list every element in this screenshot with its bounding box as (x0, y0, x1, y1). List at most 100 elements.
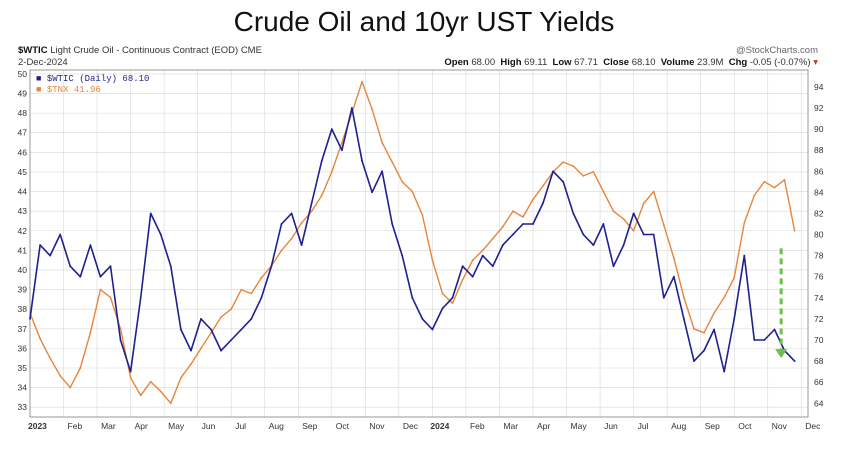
x-tick-label: Jun (202, 421, 216, 431)
legend-tnx-label: $TNX 41.96 (46, 85, 101, 95)
x-tick-label: 2023 (28, 421, 47, 431)
symbol-description: Light Crude Oil - Continuous Contract (E… (50, 45, 239, 56)
left-tick-label: 46 (18, 147, 28, 157)
tnx-point (149, 380, 152, 383)
wtic-point (652, 233, 655, 236)
x-tick-label: Apr (537, 421, 550, 431)
right-tick-label: 70 (814, 335, 824, 345)
left-tick-label: 40 (18, 265, 28, 275)
tnx-point (703, 331, 705, 334)
wtic-point (139, 296, 142, 299)
tnx-point (139, 394, 142, 397)
x-axis: 2023 Feb Mar Apr May Jun Jul Aug Sep Oct Nov Dec 202… (28, 421, 821, 431)
wtic-point (129, 370, 132, 373)
wtic-point (320, 159, 323, 162)
left-tick-label: 39 (18, 285, 28, 295)
tnx-point (421, 214, 424, 217)
wtic-point (109, 265, 112, 268)
tnx-point (582, 175, 585, 177)
left-tick-label: 35 (18, 363, 28, 373)
wtic-point (391, 223, 394, 225)
x-tick-label: Feb (68, 421, 83, 431)
tnx-point (632, 229, 635, 232)
chg-label: Chg (728, 57, 748, 68)
x-tick-label: Dec (805, 421, 821, 431)
wtic-point (149, 212, 152, 215)
x-tick-label: May (571, 421, 588, 431)
wtic-point (411, 296, 414, 299)
tnx-point (491, 237, 494, 240)
wtic-point (190, 349, 192, 352)
legend-tnx-swatch: ■ (36, 85, 42, 95)
wtic-point (632, 212, 635, 215)
wtic-point (330, 128, 333, 131)
tnx-point (743, 222, 746, 224)
tnx-point (300, 222, 303, 224)
wtic-point (723, 370, 726, 373)
tnx-point (542, 184, 544, 187)
wtic-point (703, 349, 705, 352)
wtic-point (250, 318, 253, 320)
wtic-point (552, 170, 554, 173)
tnx-point (290, 237, 293, 240)
wtic-point (673, 275, 675, 278)
left-tick-label: 33 (18, 402, 28, 412)
wtic-point (562, 180, 565, 183)
left-tick-label: 34 (18, 383, 28, 393)
left-tick-label: 36 (18, 343, 28, 353)
x-tick-label: Oct (738, 421, 752, 431)
tnx-point (79, 367, 82, 369)
left-tick-label: 50 (18, 69, 28, 79)
tnx-point (733, 276, 736, 279)
tnx-point (673, 257, 675, 260)
left-axis: 33 34 35 36 37 38 39 40 41 42 43 44 45 46 47 48 49 50 (18, 69, 28, 412)
right-tick-label: 86 (814, 166, 824, 176)
watermark: @StockCharts.com (736, 45, 818, 56)
open-value: 68.00 (471, 57, 496, 68)
wtic-point (49, 254, 51, 257)
tnx-point (512, 210, 514, 213)
wtic-point (753, 339, 756, 341)
tnx-point (180, 376, 182, 379)
tnx-point (371, 108, 373, 111)
wtic-point (310, 202, 313, 204)
tnx-point (622, 218, 625, 220)
wtic-point (69, 265, 72, 268)
tnx-point (602, 190, 605, 193)
left-tick-label: 43 (18, 206, 28, 216)
left-tick-label: 48 (18, 108, 28, 118)
tnx-point (260, 276, 263, 279)
tnx-point (441, 292, 444, 295)
high-label: High (500, 57, 522, 68)
open-label: Open (444, 57, 469, 68)
wtic-point (39, 244, 41, 247)
chg-value: -0.05 (-0.07%) (749, 57, 811, 68)
symbol-exchange: CME (240, 45, 262, 56)
tnx-point (341, 141, 343, 144)
wtic-point (79, 275, 82, 278)
tnx-point (431, 259, 434, 262)
x-tick-label: Aug (269, 421, 284, 431)
tnx-point (169, 402, 172, 405)
plot-border (29, 69, 809, 418)
tnx-point (461, 278, 464, 281)
right-tick-label: 88 (814, 145, 824, 155)
wtic-point (572, 212, 575, 215)
symbol-header: $WTIC Light Crude Oil - Continuous Contr… (18, 45, 262, 56)
right-tick-label: 66 (814, 377, 824, 387)
left-tick-label: 49 (18, 89, 28, 99)
wtic-point (59, 233, 62, 236)
tnx-point (652, 190, 655, 193)
tnx-point (562, 161, 565, 164)
x-tick-label: Jul (235, 421, 246, 431)
left-tick-label: 45 (18, 167, 28, 177)
wtic-point (451, 296, 454, 299)
tnx-point (280, 249, 283, 252)
tnx-point (49, 357, 51, 360)
tnx-point (230, 308, 233, 311)
tnx-point (240, 288, 243, 291)
tnx-point (159, 390, 162, 393)
wtic-point (29, 318, 31, 320)
wtic-point (240, 328, 243, 331)
wtic-point (200, 318, 202, 320)
